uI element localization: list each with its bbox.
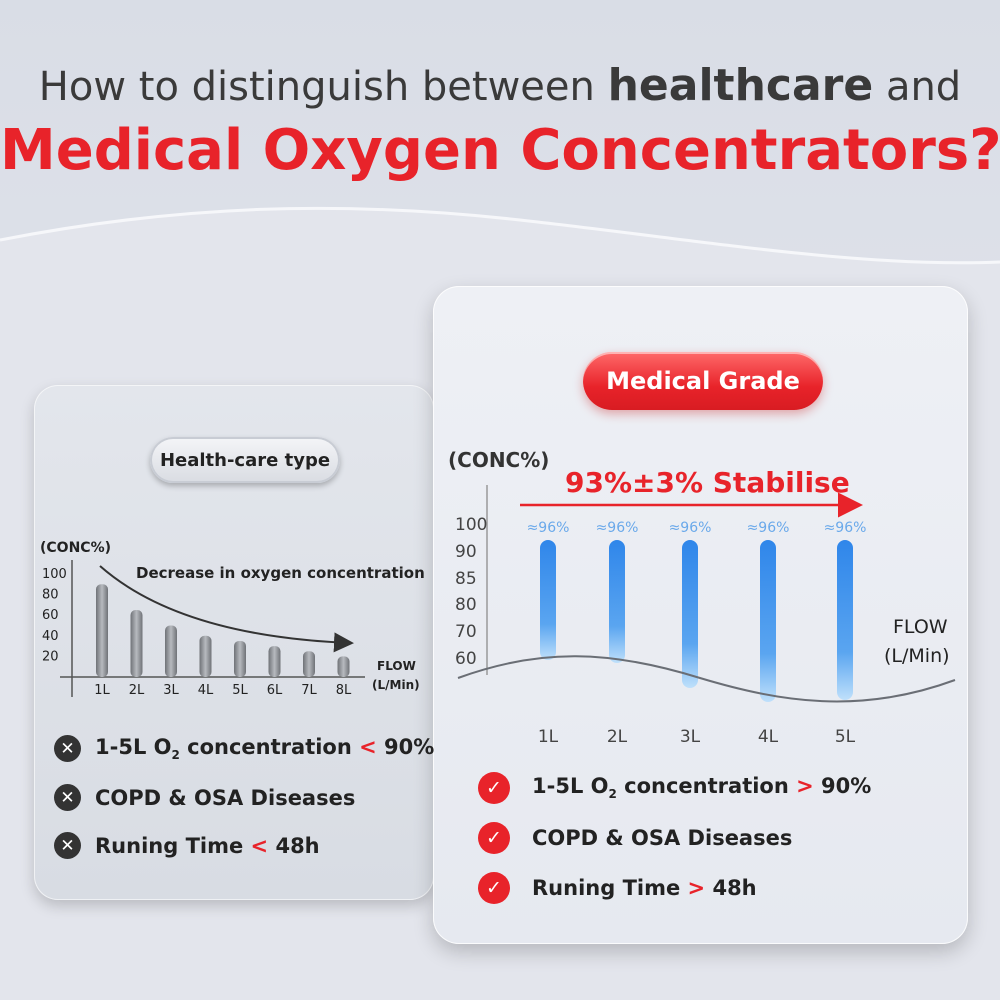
right-xtick-label: 4L	[758, 727, 779, 747]
left-xtick-label: 3L	[163, 683, 179, 698]
list-item: ✕ COPD & OSA Diseases	[54, 784, 355, 811]
left-xtick-label: 8L	[336, 683, 352, 698]
left-xtick-label: 4L	[198, 683, 214, 698]
left-ytick-label: 40	[42, 629, 59, 644]
left-bar	[199, 635, 212, 677]
right-ytick-label: 70	[455, 622, 477, 642]
left-ytick-label: 60	[42, 608, 59, 623]
left-annotation: Decrease in oxygen concentration	[136, 564, 425, 582]
right-bar	[760, 540, 776, 702]
right-bar	[682, 540, 698, 688]
left-ytick-label: 80	[42, 588, 59, 603]
stabilise-annotation: 93%±3% Stabilise	[565, 466, 850, 499]
left-ytick-label: 100	[42, 567, 67, 582]
right-xtick-label: 5L	[835, 727, 856, 747]
baseline-wave	[457, 655, 956, 703]
right-xlabel-flow: FLOW	[893, 616, 948, 638]
right-ytick-label: 80	[455, 595, 477, 615]
decrease-arrow	[99, 565, 354, 653]
left-ytick-label: 20	[42, 649, 59, 664]
right-ytick-label: 85	[455, 569, 477, 589]
left-xlabel-flow: FLOW	[377, 659, 416, 673]
list-item: ✕ 1-5L O2 concentration < 90%	[54, 735, 434, 762]
right-xtick-label: 3L	[680, 727, 701, 747]
right-ytick-label: 90	[455, 542, 477, 562]
left-xtick-label: 2L	[129, 683, 145, 698]
list-item: ✓ 1-5L O2 concentration > 90%	[478, 772, 871, 804]
left-bar	[96, 584, 108, 677]
x-icon: ✕	[54, 735, 81, 763]
headline-line1: How to distinguish between healthcare an…	[38, 60, 962, 111]
left-bar	[234, 640, 246, 677]
list-item: ✓ Runing Time > 48h	[478, 872, 757, 904]
list-item: ✓ COPD & OSA Diseases	[478, 822, 792, 854]
right-data-label: ≈96%	[669, 520, 712, 536]
right-xtick-label: 1L	[538, 727, 559, 747]
right-ytick-label: 100	[455, 515, 487, 535]
medical-grade-badge: Medical Grade	[583, 352, 823, 410]
headline-line2: Medical Oxygen Concentrators?!	[0, 118, 1000, 183]
right-ytick-label: 60	[455, 649, 477, 669]
left-bar	[303, 651, 315, 677]
check-icon: ✓	[478, 822, 510, 854]
right-data-label: ≈96%	[824, 520, 867, 536]
list-item: ✕ Runing Time < 48h	[54, 832, 320, 859]
left-xtick-label: 7L	[301, 683, 317, 698]
left-xtick-label: 6L	[267, 683, 283, 698]
left-xtick-label: 5L	[232, 683, 248, 698]
right-bar	[609, 540, 625, 663]
right-data-label: ≈96%	[596, 520, 639, 536]
left-xtick-label: 1L	[94, 683, 110, 698]
right-xtick-label: 2L	[607, 727, 628, 747]
x-icon: ✕	[54, 832, 81, 859]
right-bar	[837, 540, 853, 700]
left-ylabel: (CONC%)	[40, 540, 111, 556]
right-xlabel-unit: (L/Min)	[884, 645, 950, 667]
check-icon: ✓	[478, 872, 510, 904]
right-data-label: ≈96%	[527, 520, 570, 536]
left-bar	[337, 656, 350, 677]
healthcare-type-badge: Health-care type	[150, 437, 340, 483]
right-ylabel: (CONC%)	[448, 448, 549, 472]
right-bar	[540, 540, 556, 660]
x-icon: ✕	[54, 784, 81, 811]
left-bar	[130, 610, 143, 677]
left-xlabel-unit: (L/Min)	[372, 678, 420, 692]
left-bar	[165, 625, 177, 677]
right-data-label: ≈96%	[747, 520, 790, 536]
left-bar	[268, 646, 281, 677]
check-icon: ✓	[478, 772, 510, 804]
